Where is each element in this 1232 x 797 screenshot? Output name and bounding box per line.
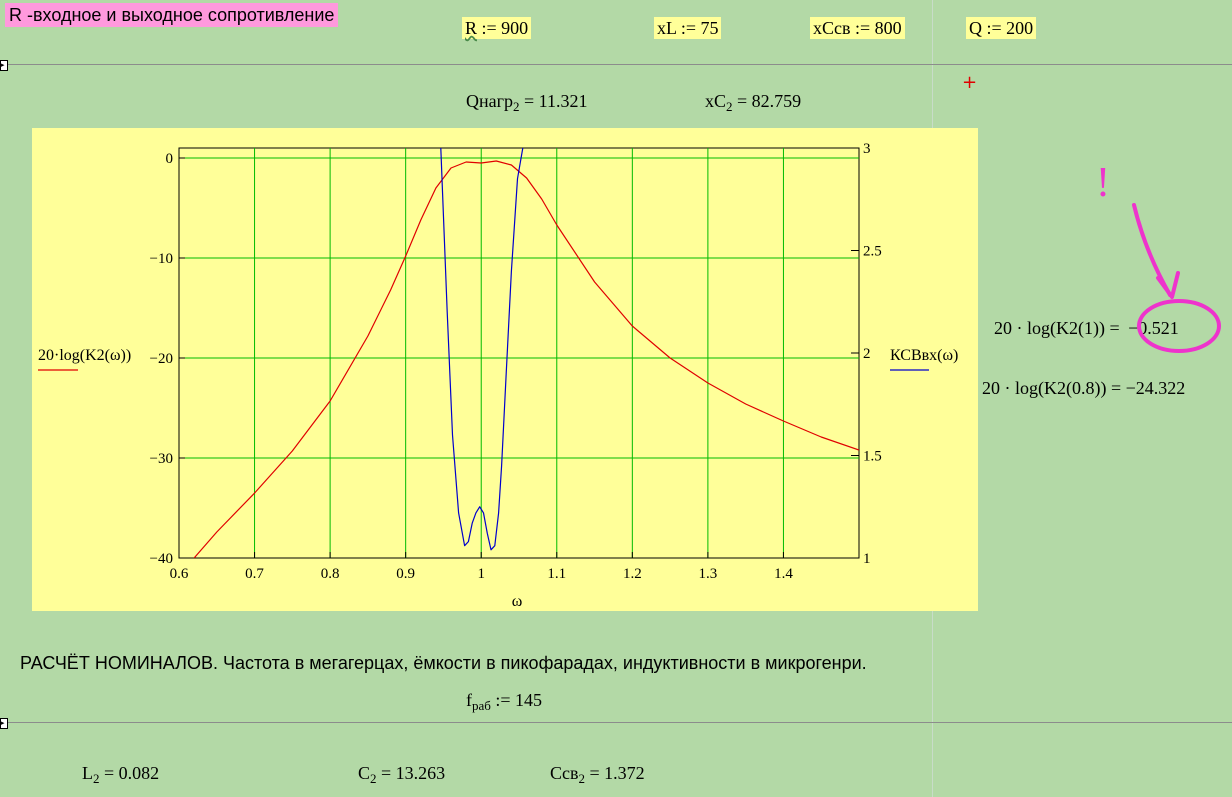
y-left-tick-label: −30 bbox=[150, 451, 173, 467]
region-marker-bottom[interactable]: ▸ bbox=[0, 718, 8, 729]
x-axis-label: ω bbox=[512, 593, 523, 610]
x-tick-label: 1.3 bbox=[699, 566, 718, 582]
insertion-cursor-icon: + bbox=[962, 72, 978, 93]
arrow-head bbox=[1156, 271, 1180, 299]
highlight-annotation: ! bbox=[1096, 160, 1221, 353]
y-right-tick-label: 3 bbox=[863, 141, 871, 157]
region-divider-bottom bbox=[0, 722, 1232, 723]
y-right-tick-label: 1.5 bbox=[863, 449, 882, 465]
x-tick-label: 0.9 bbox=[396, 566, 415, 582]
var-xcsv[interactable]: xCсв := 800 bbox=[810, 17, 905, 39]
y-right-tick-label: 2 bbox=[863, 346, 871, 362]
var-f-rab[interactable]: fраб := 145 bbox=[466, 690, 543, 713]
result-l2[interactable]: L2 = 0.082 bbox=[82, 763, 160, 786]
region-marker-top[interactable]: ▸ bbox=[0, 60, 8, 71]
region-divider-top bbox=[0, 64, 1232, 65]
x-tick-label: 1.4 bbox=[774, 566, 793, 582]
y-right-tick-label: 2.5 bbox=[863, 244, 882, 260]
y-right-tick-label: 1 bbox=[863, 551, 871, 567]
series-k2-db-line bbox=[193, 160, 859, 558]
value-circle bbox=[1137, 299, 1221, 353]
y-left-tick-label: −40 bbox=[150, 551, 173, 567]
y-left-tick-label: 0 bbox=[166, 151, 174, 167]
result-csv2[interactable]: Cсв2 = 1.372 bbox=[550, 763, 645, 786]
plot-region[interactable]: 0.6 0.7 0.8 0.9 1 1.1 1.2 1.3 1.4 0 −10 −20 −30 −40 3 2… bbox=[32, 128, 978, 611]
x-tick-label: 0.8 bbox=[321, 566, 340, 582]
worksheet-title[interactable]: R -входное и выходное сопротивление bbox=[5, 3, 339, 27]
k2-ksv-plot: 0.6 0.7 0.8 0.9 1 1.1 1.2 1.3 1.4 0 −10 −20 −30 −40 3 2… bbox=[38, 141, 958, 610]
section-heading[interactable]: РАСЧЁТ НОМИНАЛОВ. Частота в мегагерцах, … bbox=[20, 653, 867, 673]
x-tick-label: 1 bbox=[477, 566, 485, 582]
y-right-axis-label: КСВвх(ω) bbox=[890, 347, 958, 364]
exclamation-mark: ! bbox=[1096, 160, 1110, 206]
var-name: R bbox=[465, 18, 478, 38]
y-left-tick-label: −10 bbox=[150, 251, 173, 267]
var-q[interactable]: Q := 200 bbox=[966, 17, 1037, 39]
var-xl[interactable]: xL := 75 bbox=[654, 17, 722, 39]
y-left-axis-label: 20·log(K2(ω)) bbox=[38, 347, 131, 364]
x-tick-label: 1.1 bbox=[547, 566, 566, 582]
result-c2[interactable]: C2 = 13.263 bbox=[358, 763, 446, 786]
y-left-tick-label: −20 bbox=[150, 351, 173, 367]
x-tick-label: 0.6 bbox=[170, 566, 189, 582]
var-r[interactable]: R := 900 bbox=[462, 17, 532, 39]
calc-k2-08[interactable]: 20 · log(K2(0.8)) = −24.322 bbox=[982, 378, 1186, 398]
x-tick-label: 0.7 bbox=[245, 566, 264, 582]
series-ksv-line bbox=[440, 148, 524, 551]
plot-frame bbox=[178, 147, 860, 559]
result-xc2[interactable]: xC2 = 82.759 bbox=[705, 91, 802, 114]
result-qnagr[interactable]: Qнагр2 = 11.321 bbox=[466, 91, 588, 114]
arrow-shaft bbox=[1132, 203, 1172, 297]
x-tick-label: 1.2 bbox=[623, 566, 642, 582]
